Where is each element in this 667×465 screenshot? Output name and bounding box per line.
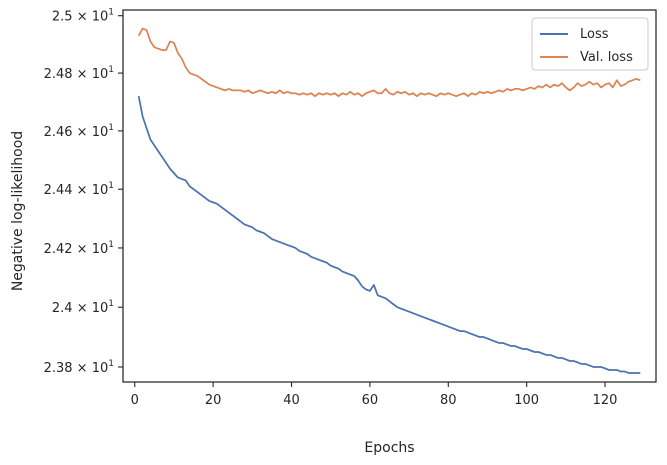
y-tick-label: 2.42 × 101 [44,240,114,257]
x-tick-label: 60 [362,393,379,408]
x-tick-label: 20 [205,393,222,408]
x-tick-label: 80 [440,393,457,408]
legend-label-loss: Loss [580,27,609,42]
series-layer [137,27,641,374]
x-tick-label: 40 [283,393,300,408]
legend-label-val-loss: Val. loss [580,50,633,65]
series-line-loss [137,95,641,374]
x-axis-label: Epochs [364,440,414,456]
x-tick-label: 0 [131,393,139,408]
y-tick-label: 2.4 × 101 [52,299,114,316]
x-tick-label: 120 [593,393,618,408]
y-axis-ticks: 2.38 × 101 2.4 × 101 2.42 × 101 2.44 × 101 2… [44,8,123,376]
x-axis-ticks: 0 20 40 60 80 100 120 [131,382,618,408]
series-line-val-loss [137,27,641,98]
y-tick-label: 2.38 × 101 [44,359,114,376]
x-tick-label: 100 [514,393,539,408]
y-tick-label: 2.48 × 101 [44,65,114,82]
y-tick-label: 2.46 × 101 [44,123,114,140]
y-axis-label: Negative log-likelihood [10,131,26,291]
plot-area-frame [122,9,657,383]
y-tick-label: 2.44 × 101 [44,181,114,198]
y-tick-label: 2.5 × 101 [52,8,114,25]
legend: Loss Val. loss [531,17,649,71]
